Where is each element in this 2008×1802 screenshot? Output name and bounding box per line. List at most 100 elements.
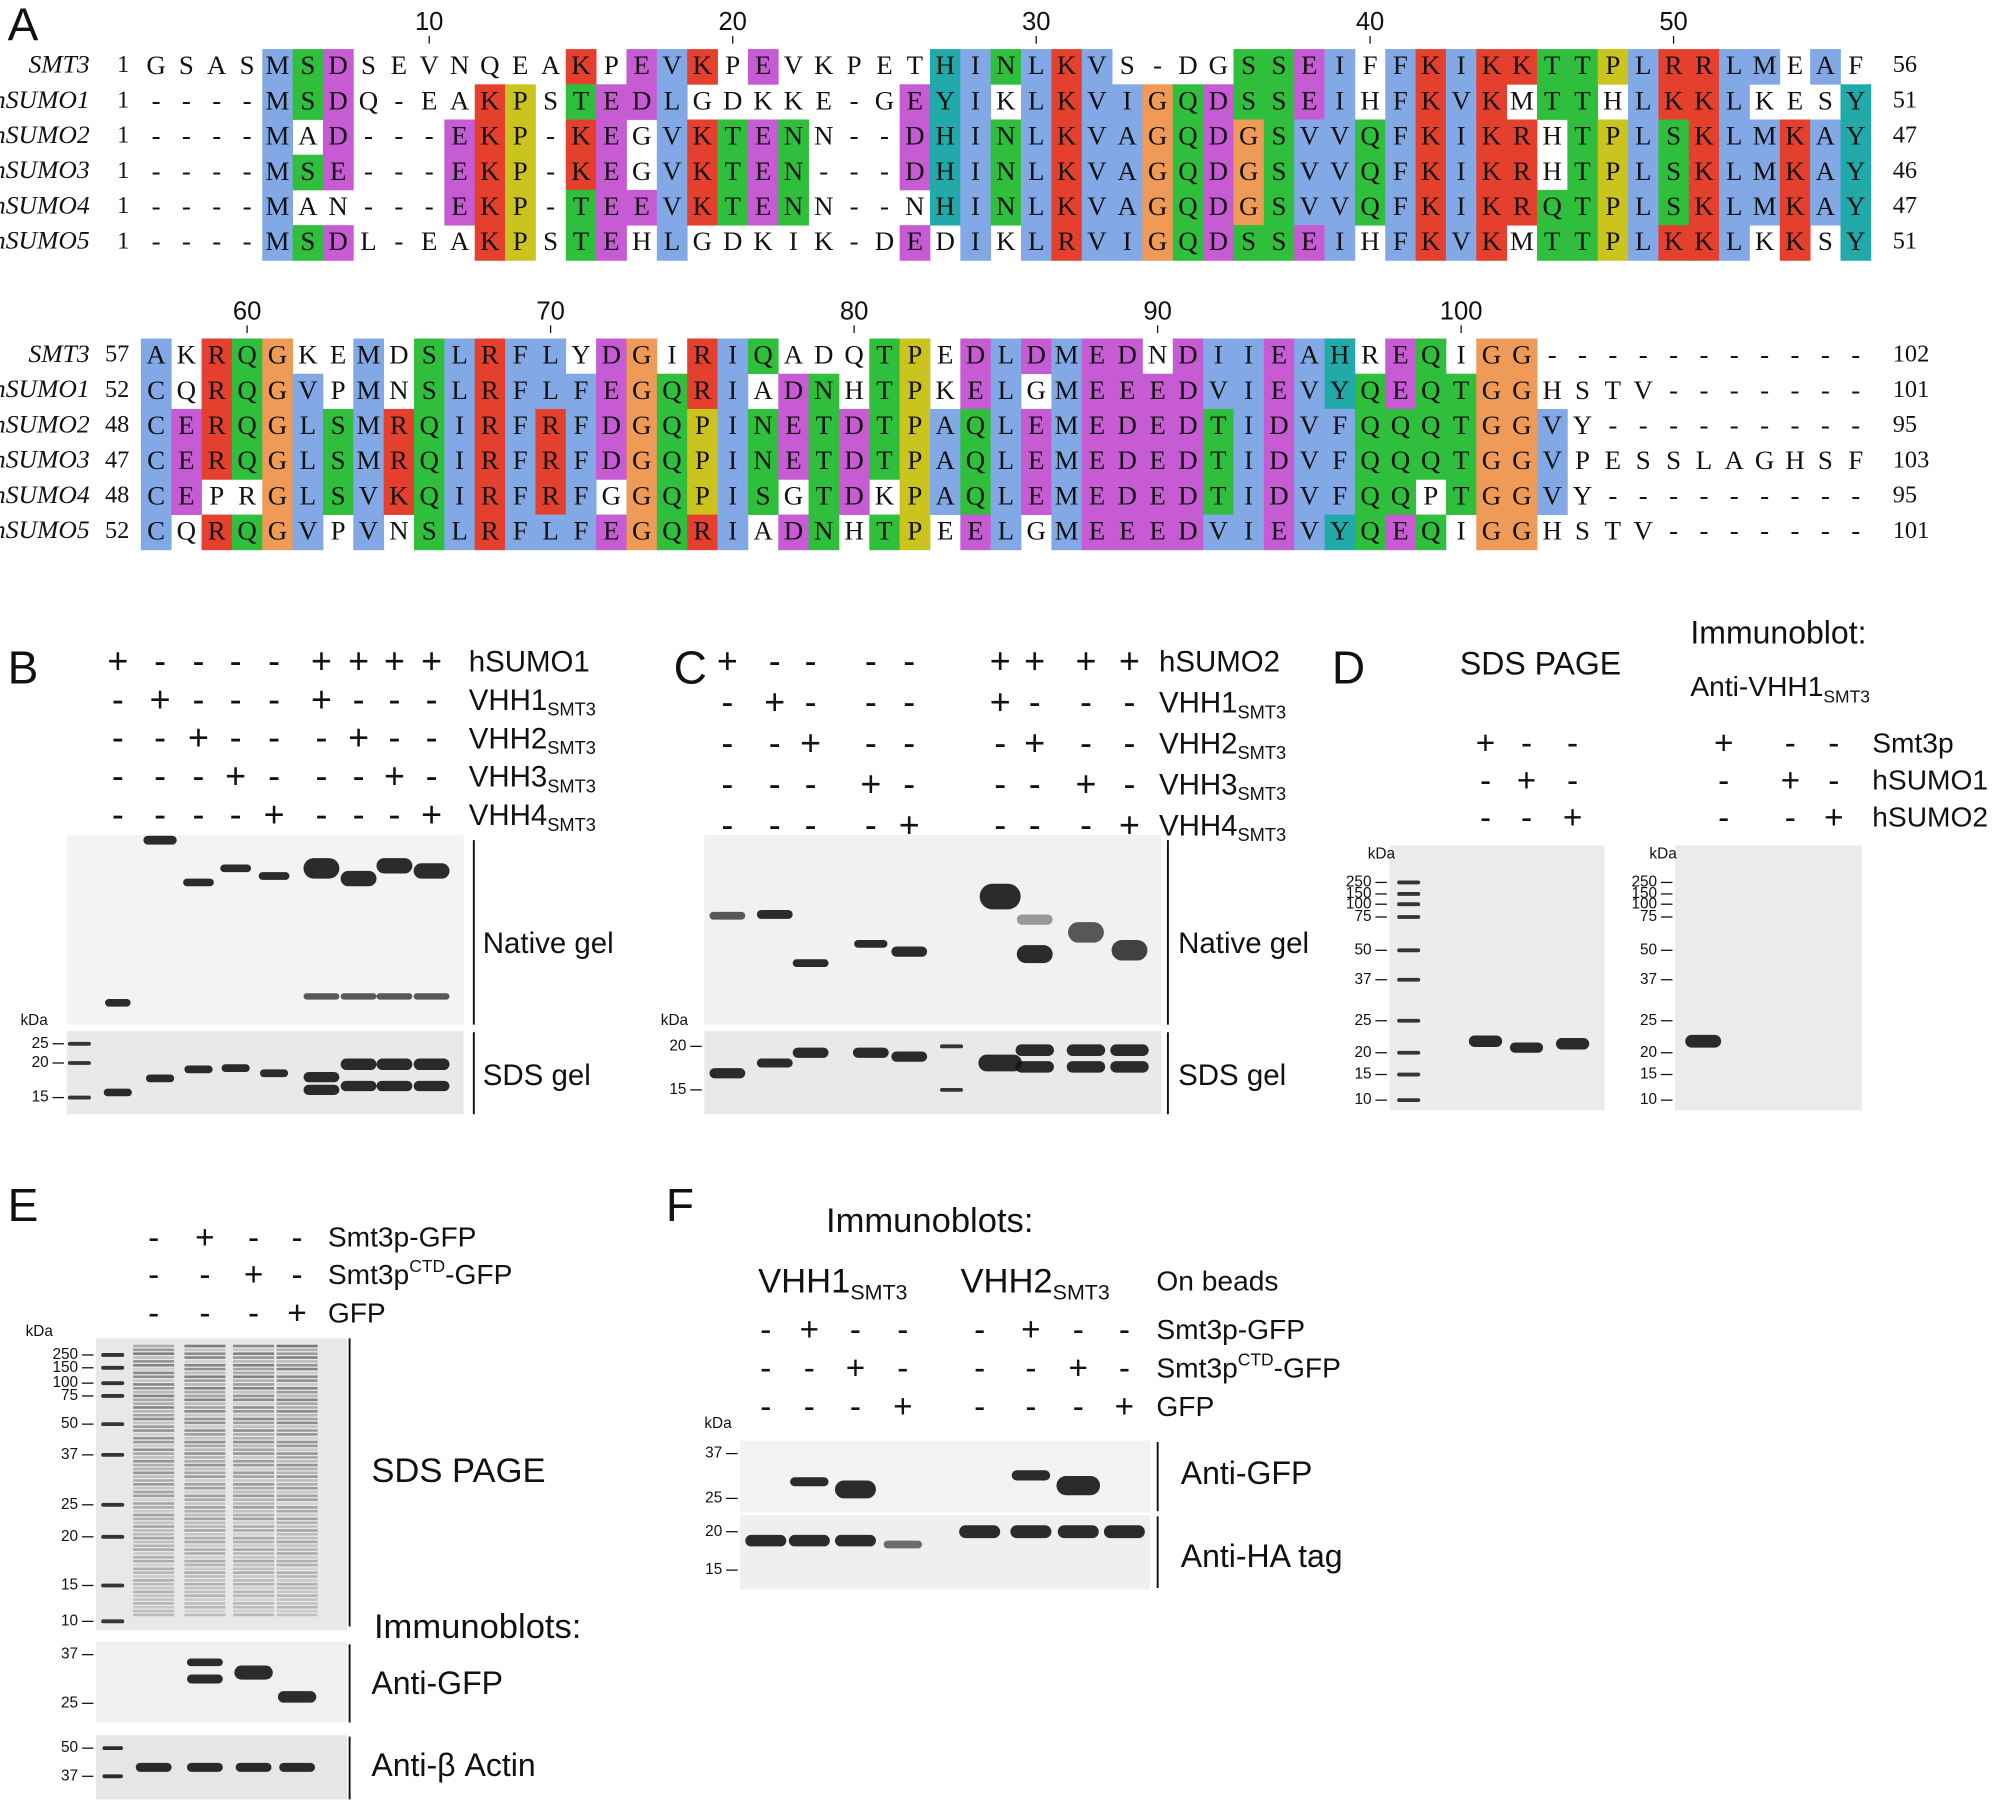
sign: - (268, 718, 280, 758)
residue: N (996, 50, 1015, 80)
marker-label: 100 (52, 1374, 78, 1391)
residue-highlight (322, 154, 354, 191)
sign: - (903, 764, 915, 804)
residue-highlight (960, 373, 992, 410)
smear (276, 1540, 318, 1544)
smear (233, 1344, 275, 1348)
residue-highlight (1658, 189, 1690, 226)
marker-label: 25 (32, 1035, 49, 1052)
residue: L (542, 375, 558, 405)
residue: T (907, 50, 923, 80)
residue-highlight (960, 338, 992, 375)
residue: P (695, 410, 710, 440)
sign: + (860, 764, 881, 804)
residue: E (1392, 516, 1408, 546)
residue: L (1028, 191, 1044, 221)
band (978, 1054, 1022, 1072)
residue-highlight (626, 49, 658, 85)
residue: G (268, 516, 287, 546)
sign: - (426, 756, 438, 796)
position-number: 70 (536, 297, 565, 325)
residue: P (513, 85, 528, 115)
residue: K (298, 340, 318, 370)
residue-highlight (292, 225, 324, 261)
residue: F (513, 480, 528, 510)
residue-highlight (1536, 479, 1568, 515)
smear (133, 1575, 175, 1578)
band (1685, 1034, 1722, 1048)
smear (133, 1413, 175, 1417)
residue: A (1725, 445, 1745, 475)
residue: Q (662, 445, 681, 475)
sign: + (264, 795, 285, 835)
sign: - (388, 679, 400, 719)
sign: - (1567, 762, 1578, 799)
sign: + (1824, 799, 1843, 836)
residue: S (300, 50, 315, 80)
residue: S (331, 410, 346, 440)
panel-label: A (8, 0, 39, 50)
residue-highlight (778, 444, 809, 480)
smear (184, 1440, 226, 1444)
sign: - (903, 682, 915, 722)
sign: - (1480, 762, 1491, 799)
residue: F (513, 410, 528, 440)
band (259, 1069, 289, 1078)
residue-highlight (1203, 479, 1234, 515)
residue-highlight (1415, 444, 1447, 480)
smear (184, 1429, 226, 1432)
smear (133, 1540, 175, 1544)
text-part: Smt3p-GFP (1156, 1313, 1305, 1345)
residue: P (513, 156, 528, 186)
residue: G (632, 156, 651, 186)
residue-highlight (1324, 514, 1356, 551)
residue-highlight (1172, 408, 1204, 445)
smear (276, 1529, 318, 1532)
residue: S (240, 50, 255, 80)
residue-highlight (322, 444, 354, 480)
residue: D (632, 85, 651, 115)
residue: D (1178, 375, 1197, 405)
residue: G (1148, 121, 1167, 151)
text-part: Smt3p (1872, 727, 1953, 759)
smear (133, 1506, 175, 1509)
residue-highlight (474, 84, 506, 120)
residue: K (177, 340, 197, 370)
residue-highlight (656, 84, 688, 120)
end-number: 47 (1893, 192, 1917, 219)
residue: F (573, 445, 588, 475)
residue: D (1209, 191, 1228, 221)
smear (276, 1575, 318, 1578)
residue: P (1605, 121, 1620, 151)
residue: F (1393, 156, 1408, 186)
residue: L (1635, 121, 1651, 151)
residue-highlight (1051, 225, 1083, 261)
smear (184, 1498, 226, 1501)
residue: V (419, 50, 439, 80)
residue-highlight (869, 514, 901, 551)
sign: - (974, 1350, 985, 1387)
residue-highlight (1506, 444, 1538, 480)
residue: M (265, 85, 289, 115)
residue: - (212, 121, 221, 151)
residue-highlight (1749, 189, 1781, 226)
residue-highlight (1081, 154, 1113, 191)
smear (276, 1406, 318, 1409)
smear (184, 1375, 226, 1379)
residue-highlight (414, 408, 445, 445)
residue: L (1696, 445, 1712, 475)
residue-highlight (1324, 408, 1356, 445)
residue: G (1512, 375, 1531, 405)
marker-label: 15 (1640, 1066, 1657, 1083)
sign: - (850, 1312, 861, 1349)
residue: H (844, 375, 863, 405)
residue: E (603, 226, 619, 256)
smear (184, 1582, 226, 1586)
sign: - (1119, 1350, 1130, 1387)
residue: R (693, 516, 711, 546)
residue: T (1544, 85, 1560, 115)
residue: L (998, 445, 1014, 475)
residue: P (1575, 445, 1590, 475)
residue: T (1574, 50, 1590, 80)
residue-highlight (505, 408, 536, 445)
